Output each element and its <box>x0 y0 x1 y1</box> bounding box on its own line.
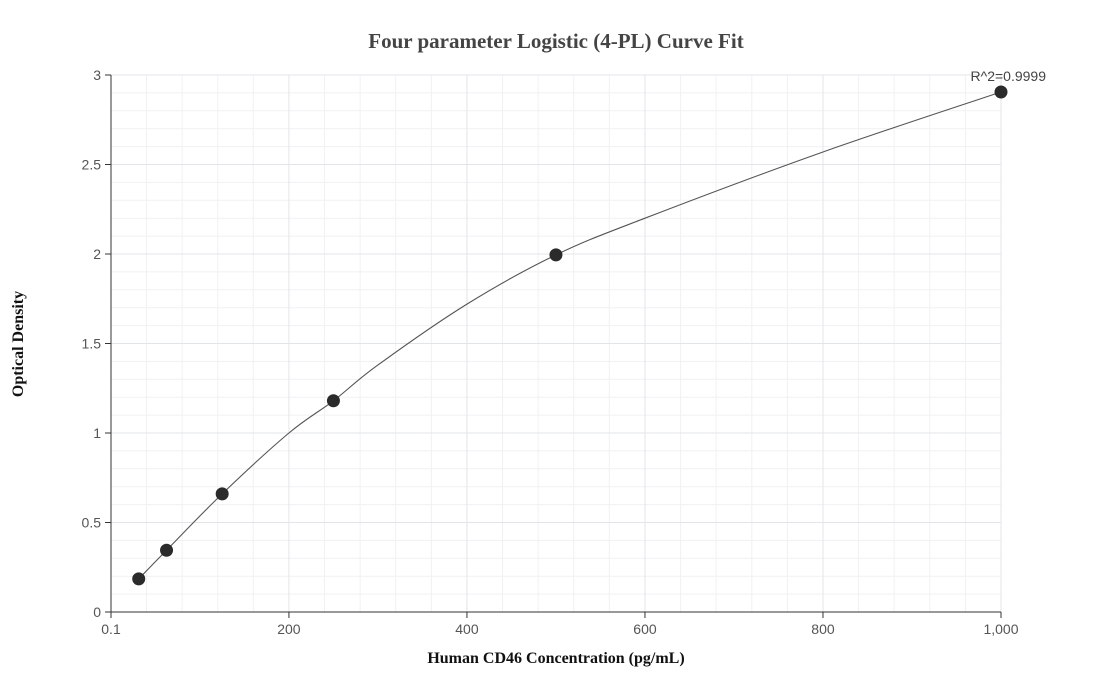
fit-curve-layer <box>138 91 1002 580</box>
data-point <box>132 572 146 586</box>
grid <box>111 74 1002 612</box>
x-tick-label: 1,000 <box>983 621 1018 637</box>
y-tick-label: 1 <box>93 425 101 441</box>
x-tick-label: 200 <box>277 621 301 637</box>
data-point <box>994 85 1008 99</box>
y-tick-label: 0 <box>93 604 101 620</box>
x-tick-label: 600 <box>633 621 657 637</box>
data-point <box>326 394 340 408</box>
fit-curve <box>138 91 1002 580</box>
x-tick-label: 800 <box>811 621 835 637</box>
r-squared-annotation: R^2=0.9999 <box>971 68 1047 84</box>
y-tick-label: 2.5 <box>82 157 102 173</box>
x-tick-label: 0.1 <box>101 621 121 637</box>
data-points <box>132 85 1008 586</box>
y-tick-label: 3 <box>93 67 101 83</box>
data-point <box>549 248 563 262</box>
y-tick-label: 1.5 <box>82 336 102 352</box>
data-point <box>215 487 229 501</box>
y-tick-label: 2 <box>93 246 101 262</box>
y-tick-label: 0.5 <box>82 515 102 531</box>
y-axis-label: Optical Density <box>10 291 27 397</box>
x-tick-label: 400 <box>455 621 479 637</box>
axes: 0.1 200 400 600 800 1,000 0 0.5 1 1.5 2 2.5 3 <box>82 67 1019 637</box>
chart-title: Four parameter Logistic (4-PL) Curve Fit <box>368 29 743 53</box>
x-axis-label: Human CD46 Concentration (pg/mL) <box>427 650 684 667</box>
data-point <box>160 543 174 557</box>
